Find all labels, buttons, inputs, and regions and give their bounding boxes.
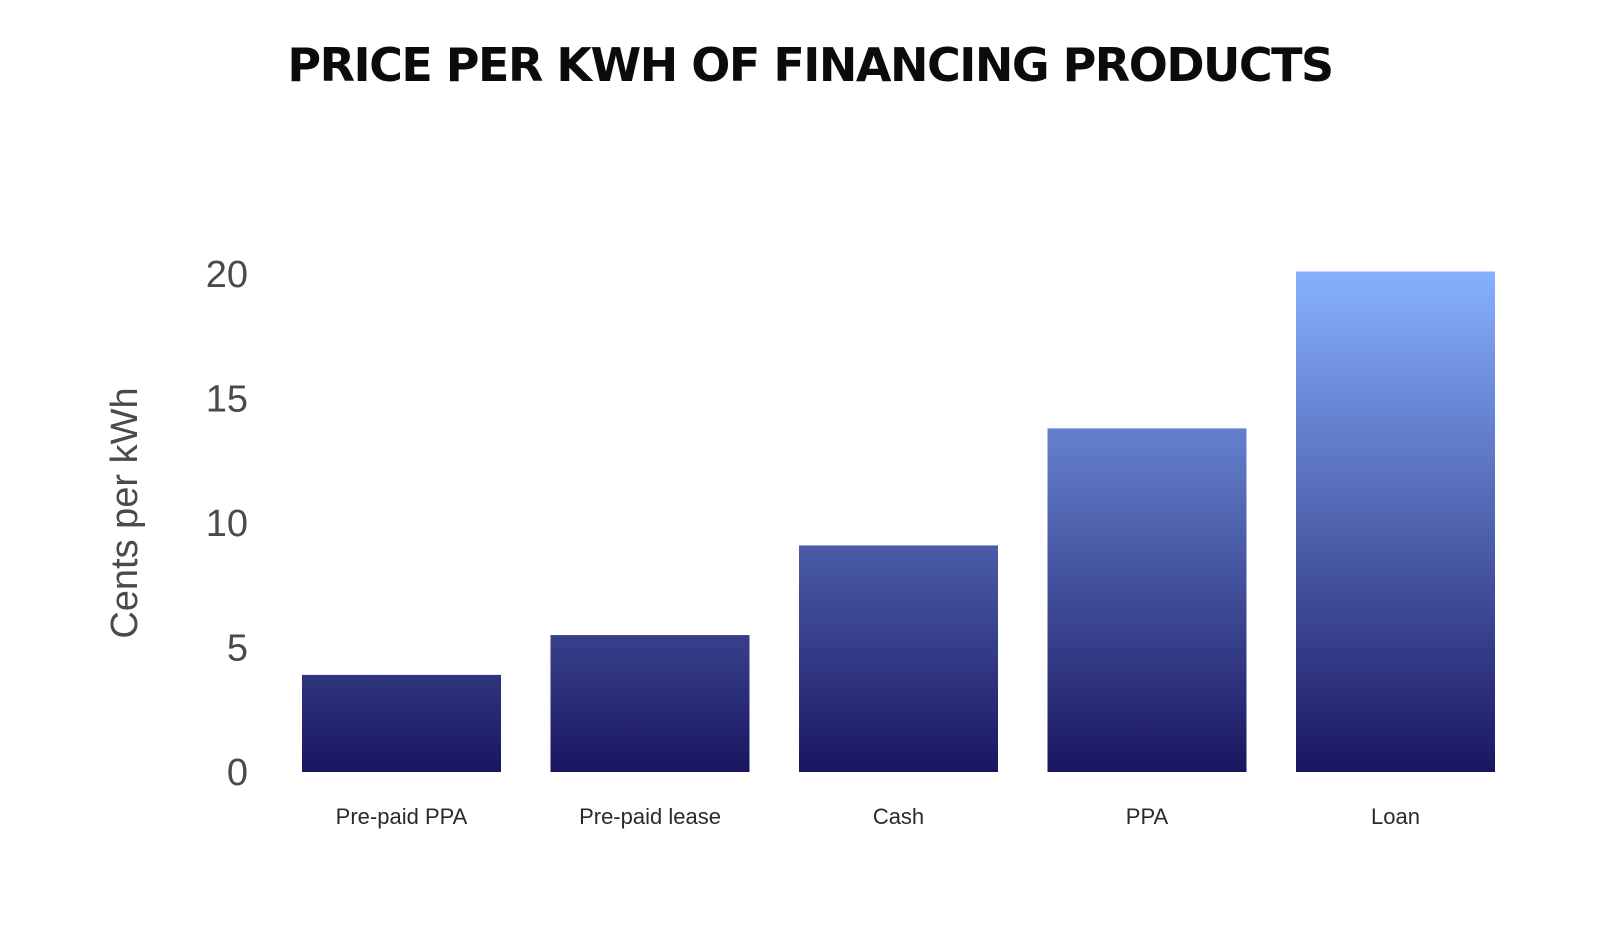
y-axis-ticks: 0 5 10 15 20 — [206, 254, 248, 794]
y-tick-label: 10 — [206, 503, 248, 545]
bar — [550, 635, 750, 772]
bar — [1047, 428, 1247, 772]
x-axis-ticks: Pre-paid PPA Pre-paid lease Cash PPA Loan — [336, 804, 1420, 829]
bar — [799, 545, 998, 772]
x-tick-label: Pre-paid PPA — [336, 804, 468, 829]
bars-group — [302, 271, 1495, 772]
x-tick-label: Cash — [873, 804, 924, 829]
chart-title: PRICE PER KWH OF FINANCING PRODUCTS — [287, 38, 1334, 92]
bar — [302, 674, 501, 772]
x-tick-label: Loan — [1371, 804, 1420, 829]
y-tick-label: 0 — [227, 752, 248, 794]
y-tick-label: 15 — [206, 379, 248, 421]
x-tick-label: Pre-paid lease — [579, 804, 721, 829]
y-tick-label: 5 — [227, 628, 248, 670]
y-tick-label: 20 — [206, 254, 248, 296]
x-tick-label: PPA — [1126, 804, 1169, 829]
bar — [1296, 271, 1495, 772]
y-axis-label: Cents per kWh — [104, 387, 146, 638]
